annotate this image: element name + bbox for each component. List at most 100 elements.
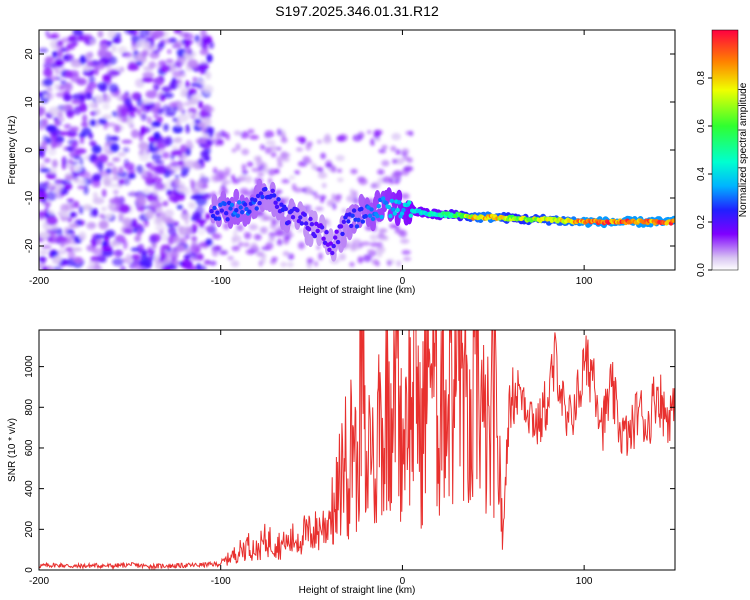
noise-blob: [142, 71, 155, 79]
ridge-core: [376, 204, 381, 209]
ridge-core: [215, 210, 220, 215]
noise-blob: [205, 106, 215, 113]
noise-blob: [391, 174, 400, 180]
noise-blob: [236, 224, 244, 232]
noise-blob: [353, 190, 358, 198]
noise-blob: [123, 227, 133, 234]
noise-blob: [92, 208, 98, 217]
noise-blob: [386, 260, 392, 266]
noise-blob: [222, 172, 230, 177]
top-y-ticks: -20 -10 0 10 20: [24, 48, 675, 253]
noise-blob: [79, 136, 85, 145]
noise-blob: [98, 43, 110, 50]
noise-blob: [173, 235, 184, 245]
noise-blob: [73, 151, 82, 156]
noise-blob: [160, 64, 171, 73]
noise-blob: [367, 130, 372, 135]
noise-blob: [117, 95, 124, 101]
noise-blob: [183, 254, 191, 260]
noise-blob: [117, 46, 128, 55]
noise-blob: [76, 179, 87, 185]
noise-blob: [112, 258, 124, 266]
noise-blob: [337, 177, 344, 183]
noise-blob: [282, 250, 290, 257]
colorbar-tick-label: 0.8: [696, 71, 707, 85]
ridge-core: [319, 225, 325, 230]
noise-blob: [60, 79, 67, 86]
noise-blob: [42, 265, 48, 270]
y-tick-label: 0: [24, 567, 35, 573]
noise-blob: [403, 165, 414, 172]
noise-blob: [141, 50, 148, 58]
noise-blob: [315, 166, 322, 172]
noise-blob: [322, 136, 332, 144]
ridge-core: [295, 208, 300, 213]
colorbar-gradient: [711, 29, 739, 271]
noise-blob: [337, 168, 343, 173]
noise-blob: [118, 213, 124, 220]
colorbar-ticks: 0.0 0.2 0.4 0.6 0.8: [696, 71, 712, 277]
noise-blob: [198, 265, 207, 270]
noise-blob: [108, 203, 116, 211]
noise-blob: [57, 111, 64, 119]
noise-blob: [82, 65, 91, 72]
noise-blob: [233, 130, 242, 136]
ridge-core: [392, 211, 397, 216]
noise-blob: [210, 174, 221, 183]
noise-blob: [105, 122, 117, 127]
ridge-core: [306, 226, 312, 232]
noise-blob: [39, 231, 50, 239]
noise-blob: [174, 178, 180, 186]
noise-blob: [241, 169, 249, 175]
noise-blob: [44, 202, 51, 208]
y-tick-label: 1000: [24, 355, 35, 378]
noise-blob: [394, 228, 404, 235]
noise-blob: [87, 82, 97, 90]
noise-blob: [53, 254, 62, 264]
noise-blob: [138, 141, 149, 151]
noise-blob: [162, 258, 172, 265]
noise-blob: [65, 44, 70, 53]
noise-blob: [238, 241, 244, 247]
noise-blob: [191, 188, 200, 195]
ridge-halo: [316, 232, 323, 247]
noise-blob: [275, 230, 284, 237]
noise-blob: [130, 218, 138, 228]
noise-blob: [113, 124, 121, 133]
noise-blob: [264, 130, 275, 138]
noise-blob: [148, 61, 157, 69]
colorbar-tick-label: 0.0: [696, 263, 707, 277]
noise-blob: [111, 166, 118, 176]
ridge-halo: [220, 190, 227, 204]
noise-blob: [102, 114, 112, 120]
noise-blob: [182, 226, 193, 235]
x-tick-label: -100: [211, 276, 231, 287]
noise-blob: [162, 92, 174, 99]
noise-blob: [78, 205, 84, 215]
noise-blob: [316, 245, 321, 250]
noise-blob: [126, 117, 134, 127]
noise-blob: [118, 204, 131, 214]
noise-blob: [39, 182, 49, 192]
ridge-core: [369, 207, 374, 212]
noise-blob: [63, 123, 72, 130]
noise-blob: [56, 117, 66, 122]
noise-blob: [195, 218, 207, 224]
noise-blob: [209, 260, 217, 266]
noise-blob: [403, 256, 412, 262]
noise-blob: [231, 148, 237, 153]
noise-blob: [101, 188, 107, 198]
noise-blob: [316, 139, 322, 144]
noise-blob: [156, 78, 164, 86]
noise-blob: [136, 228, 142, 237]
noise-blob: [47, 226, 58, 232]
noise-blob: [63, 93, 72, 102]
noise-blob: [349, 188, 355, 197]
noise-blob: [140, 125, 146, 136]
noise-blob: [140, 113, 147, 121]
noise-blob: [102, 176, 114, 184]
noise-blob: [206, 53, 213, 63]
noise-blob: [208, 41, 215, 49]
noise-blob: [183, 160, 196, 169]
noise-blob: [81, 127, 92, 136]
